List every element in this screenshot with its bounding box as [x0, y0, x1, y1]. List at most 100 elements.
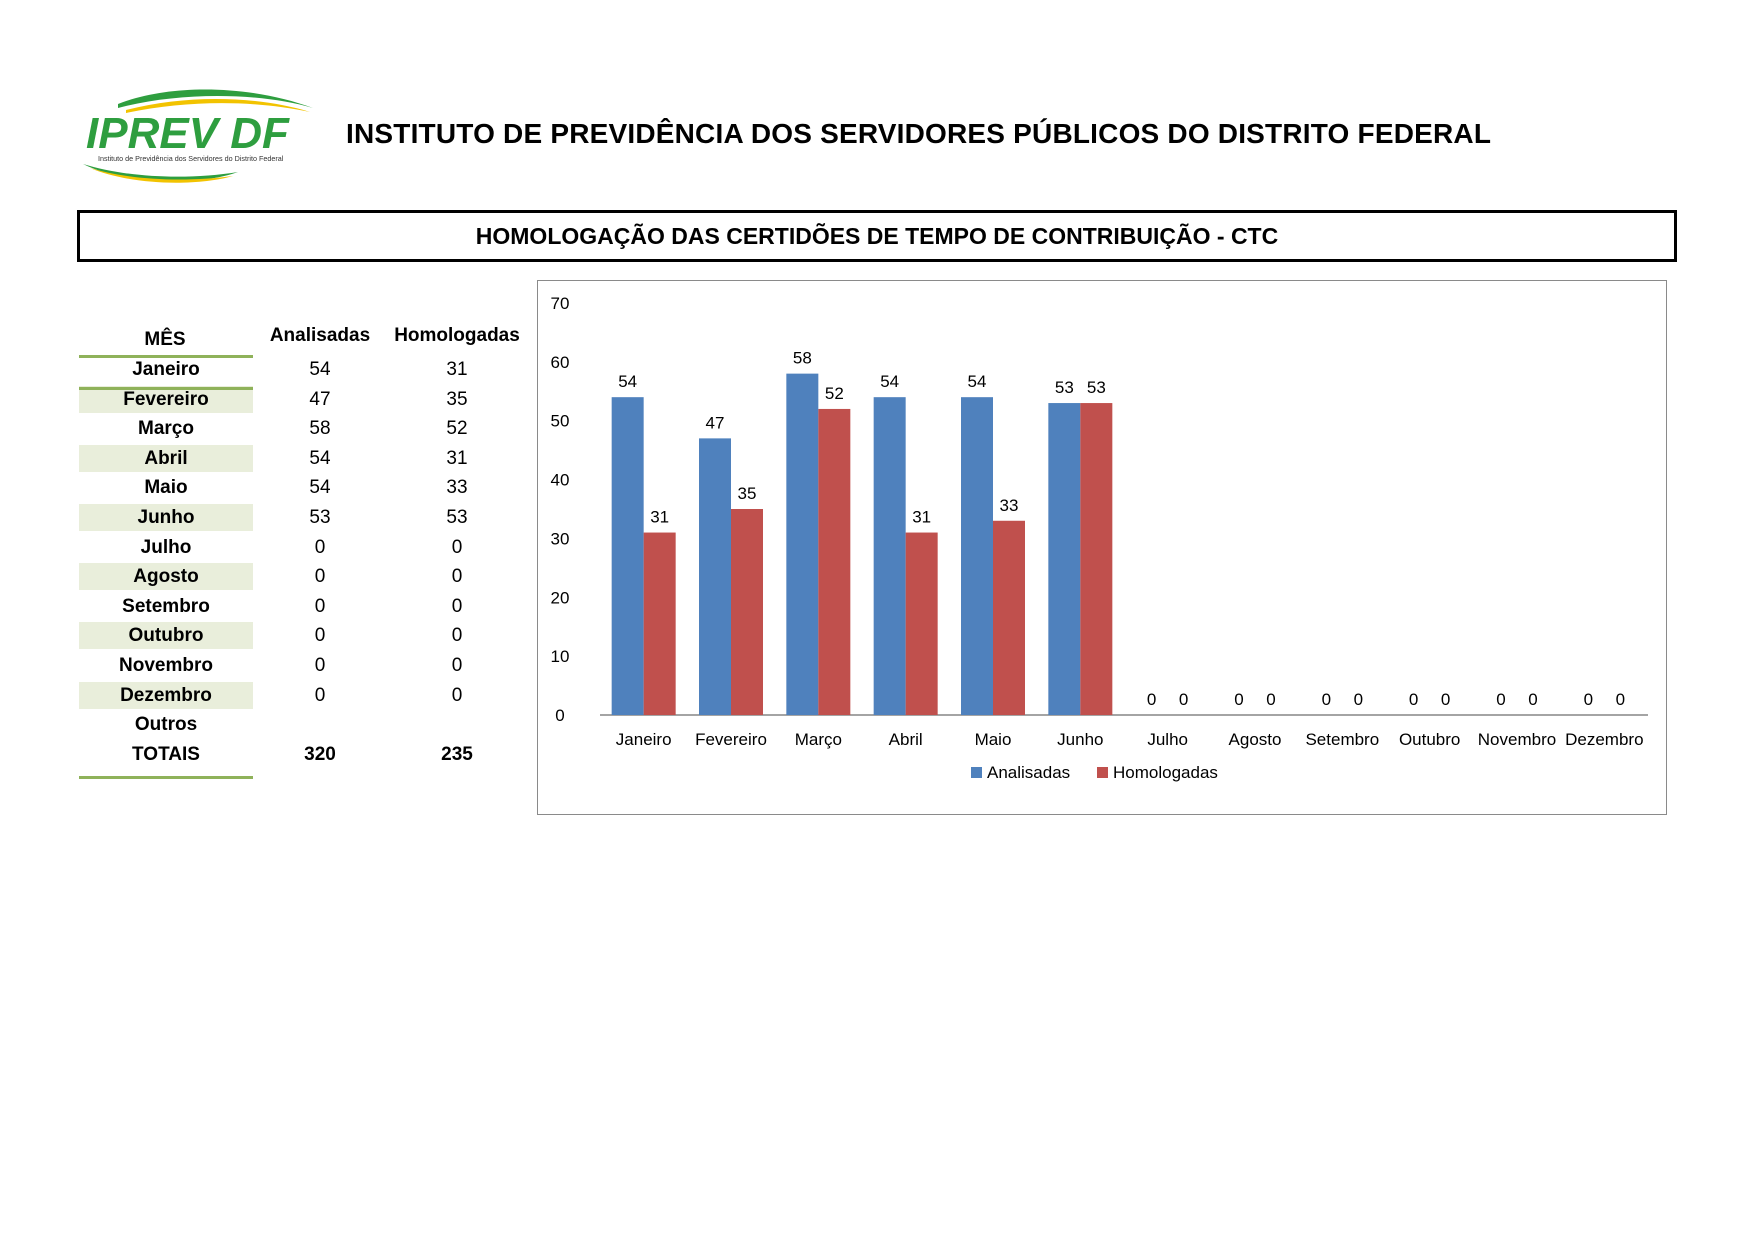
y-tick-label: 50 [551, 412, 570, 431]
data-label: 0 [1234, 690, 1243, 709]
analisadas-cell: 54 [309, 447, 331, 469]
iprev-logo: IPREV DF Instituto de Previdência dos Se… [78, 86, 318, 186]
y-tick-label: 20 [551, 588, 570, 607]
totals-row: TOTAIS 320 235 [77, 740, 527, 770]
month-cell: Novembro [119, 654, 213, 676]
data-label: 47 [706, 413, 725, 432]
x-tick-label: Abril [889, 730, 923, 749]
analisadas-cell: 47 [309, 388, 331, 410]
header-underline [79, 355, 253, 358]
bar-homologadas [993, 520, 1025, 715]
homologadas-cell: 0 [451, 684, 463, 706]
month-cell: Janeiro [132, 359, 200, 380]
header-homologadas: Homologadas [394, 325, 520, 346]
x-tick-label: Fevereiro [695, 730, 767, 749]
table-row: Junho 53 53 [77, 503, 527, 533]
header-analisadas: Analisadas [269, 325, 371, 346]
table-header: MÊS Analisadas Homologadas [77, 325, 527, 358]
x-tick-label: Outubro [1399, 730, 1460, 749]
data-label: 52 [825, 384, 844, 403]
data-label: 0 [1354, 690, 1363, 709]
row-separator [79, 386, 253, 390]
chart-frame: 0 10 20 30 40 50 60 70 54 31 Janeiro 47 35 Fevereiro 5… [537, 280, 1667, 815]
analisadas-cell: 53 [309, 506, 331, 528]
data-label: 54 [968, 372, 987, 391]
homologadas-cell: 33 [446, 477, 468, 499]
analisadas-cell: 54 [309, 359, 331, 380]
bar-analisadas [611, 397, 644, 715]
legend-label: Homologadas [1113, 763, 1218, 782]
table-row: Julho 0 0 [77, 533, 527, 563]
logo-wordmark: IPREV DF [86, 109, 290, 158]
table-row: Outubro 0 0 [77, 621, 527, 651]
x-tick-label: Novembro [1478, 730, 1556, 749]
analisadas-cell [253, 710, 387, 740]
table-row: Maio 54 33 [77, 473, 527, 503]
table-row: Fevereiro 47 35 [77, 385, 527, 415]
totals-homologadas: 235 [441, 743, 473, 765]
report-title: HOMOLOGAÇÃO DAS CERTIDÕES DE TEMPO DE CO… [475, 222, 1279, 249]
analisadas-cell: 0 [314, 625, 326, 647]
y-tick-label: 70 [551, 294, 570, 313]
analisadas-cell: 0 [314, 566, 326, 588]
data-label: 54 [880, 372, 899, 391]
bar-analisadas [699, 438, 731, 715]
data-label: 0 [1616, 690, 1625, 709]
table-row: Abril 54 31 [77, 444, 527, 474]
header-month: MÊS [144, 329, 186, 350]
x-tick-label: Junho [1057, 730, 1103, 749]
data-label: 35 [738, 484, 757, 503]
data-label: 0 [1409, 690, 1418, 709]
data-label: 0 [1528, 690, 1537, 709]
x-tick-label: Março [795, 730, 842, 749]
data-label: 31 [650, 508, 669, 527]
x-tick-label: Maio [975, 730, 1012, 749]
homologadas-cell: 0 [451, 536, 463, 558]
data-label: 0 [1496, 690, 1505, 709]
homologadas-cell: 52 [446, 418, 468, 440]
bar-homologadas [818, 408, 851, 715]
month-cell: Junho [79, 503, 253, 531]
legend-swatch-homologadas [1097, 767, 1108, 778]
analisadas-cell: 0 [314, 654, 326, 676]
totals-label: TOTAIS [132, 743, 200, 765]
month-cell: Maio [144, 477, 188, 499]
bar-analisadas [786, 373, 819, 715]
totals-underline [79, 776, 253, 780]
bar-chart: 0 10 20 30 40 50 60 70 54 31 Janeiro 47 35 Fevereiro 5… [551, 294, 1648, 782]
analisadas-cell: 54 [309, 477, 331, 499]
month-cell: Agosto [79, 563, 253, 591]
homologadas-cell: 35 [446, 388, 468, 410]
data-label: 0 [1179, 690, 1188, 709]
month-cell: Março [138, 418, 194, 440]
table-row: Março 58 52 [77, 414, 527, 444]
bar-homologadas [643, 532, 676, 715]
homologadas-cell: 0 [451, 566, 463, 588]
data-label: 31 [912, 508, 931, 527]
data-label: 0 [1147, 690, 1156, 709]
table-row: Janeiro 54 31 [77, 355, 527, 385]
month-cell: Outubro [79, 622, 253, 650]
homologadas-cell: 31 [446, 447, 468, 469]
data-label: 33 [1000, 496, 1019, 515]
iprev-logo-graphic: IPREV DF Instituto de Previdência dos Se… [83, 89, 313, 183]
y-tick-label: 0 [555, 706, 564, 725]
bar-homologadas [1080, 403, 1113, 715]
y-tick-label: 60 [551, 353, 570, 372]
x-tick-label: Janeiro [616, 730, 672, 749]
data-label: 58 [793, 349, 812, 368]
data-table: MÊS Analisadas Homologadas Janeiro 54 31 Fe… [77, 325, 527, 780]
data-label: 53 [1055, 378, 1074, 397]
analisadas-cell: 58 [309, 418, 331, 440]
x-tick-label: Setembro [1305, 730, 1379, 749]
month-cell: Setembro [122, 595, 210, 617]
homologadas-cell: 31 [446, 359, 468, 380]
table-row: Dezembro 0 0 [77, 681, 527, 711]
homologadas-cell: 0 [451, 625, 463, 647]
y-tick-label: 10 [551, 647, 570, 666]
homologadas-cell: 0 [451, 595, 463, 617]
legend-swatch-analisadas [971, 767, 982, 778]
x-tick-label: Dezembro [1565, 730, 1643, 749]
homologadas-cell [387, 710, 527, 740]
x-tick-label: Julho [1147, 730, 1188, 749]
